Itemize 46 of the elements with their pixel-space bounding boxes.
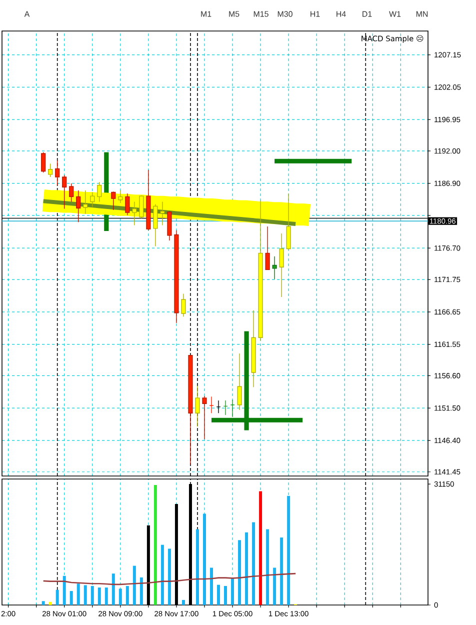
- bar: [84, 585, 87, 605]
- bar: [48, 602, 52, 605]
- bar: [90, 586, 94, 605]
- bar: [259, 491, 262, 605]
- bar: [104, 588, 108, 605]
- bar: [224, 586, 228, 605]
- candlestick: [279, 233, 284, 298]
- bar: [266, 529, 270, 605]
- candlestick: [111, 192, 116, 210]
- candlestick: [202, 396, 207, 440]
- candlestick: [237, 353, 242, 410]
- candlestick: [174, 230, 179, 324]
- bar: [210, 568, 213, 605]
- bar: [140, 577, 143, 605]
- bar: [98, 588, 101, 605]
- bar: [118, 588, 122, 605]
- candlestick: [181, 293, 186, 318]
- bar: [182, 600, 185, 605]
- bar: [252, 522, 256, 605]
- candlestick: [272, 256, 277, 280]
- candlestick: [195, 386, 200, 427]
- bar: [62, 576, 66, 605]
- bar: [217, 584, 220, 605]
- bar: [280, 537, 284, 605]
- bar: [196, 529, 199, 605]
- bar: [245, 532, 248, 605]
- candlestick: [125, 193, 130, 216]
- bar: [202, 514, 206, 605]
- bar: [154, 485, 157, 605]
- bar: [132, 566, 136, 605]
- bar: [168, 548, 171, 605]
- bar: [160, 544, 164, 605]
- bar: [70, 591, 73, 605]
- bar: [231, 578, 234, 605]
- bar: [287, 496, 290, 605]
- candlestick: [139, 196, 144, 219]
- bar: [42, 601, 45, 605]
- candlestick: [167, 212, 172, 241]
- bar: [56, 590, 59, 605]
- candlestick: [146, 170, 151, 231]
- bar: [76, 584, 80, 605]
- bar: [112, 574, 115, 605]
- candlestick: [251, 310, 256, 388]
- bar: [273, 568, 276, 605]
- bar: [238, 540, 242, 605]
- bar: [126, 586, 129, 605]
